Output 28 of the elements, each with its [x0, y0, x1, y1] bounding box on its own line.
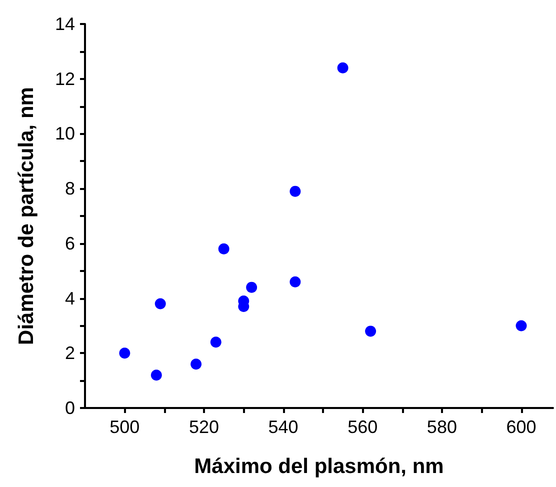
- x-axis-title: Máximo del plasmón, nm: [194, 455, 444, 478]
- point: [337, 62, 348, 74]
- point: [154, 298, 166, 310]
- x-tick-label: 580: [426, 417, 457, 437]
- y-tick-label: 2: [64, 343, 75, 364]
- y-tick-label: 4: [64, 288, 75, 308]
- point: [290, 186, 301, 197]
- x-tick-label: 500: [110, 417, 140, 437]
- x-tick-label: 600: [506, 417, 536, 437]
- point: [246, 282, 258, 293]
- point: [516, 320, 527, 332]
- point: [290, 276, 301, 288]
- point: [218, 243, 230, 254]
- point: [190, 358, 202, 370]
- y-axis-title: Diámetro de partícula, nm: [15, 87, 38, 345]
- y-tick-label: 12: [54, 68, 75, 89]
- point: [119, 348, 130, 359]
- y-tick-label: 14: [54, 14, 75, 34]
- point: [210, 336, 222, 348]
- x-tick-label: 520: [188, 417, 220, 437]
- y-tick-label: 10: [54, 124, 75, 144]
- y-tick-label: 6: [64, 233, 75, 254]
- x-tick-label: 560: [348, 417, 378, 437]
- y-tick-label: 8: [64, 178, 75, 199]
- point: [150, 370, 162, 381]
- x-tick-label: 540: [268, 417, 298, 437]
- y-tick-label: 0: [64, 398, 75, 418]
- point: [365, 326, 376, 337]
